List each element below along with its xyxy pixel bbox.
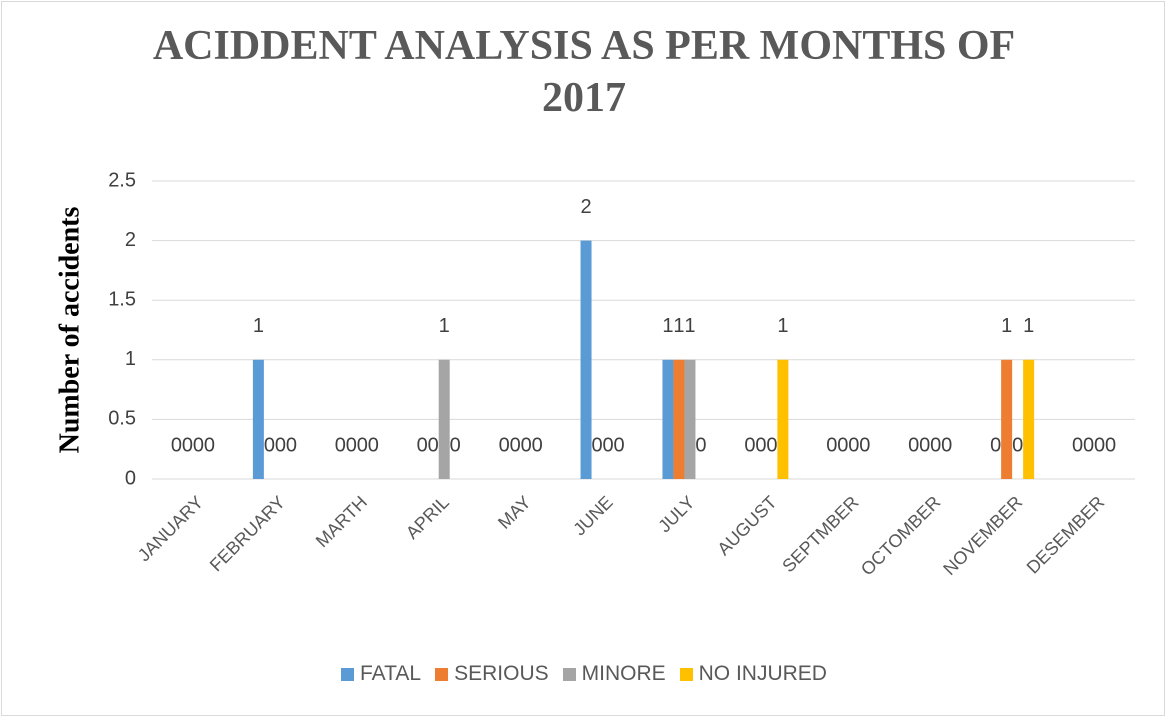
data-label: 0 [275, 434, 286, 456]
data-label: 1 [662, 315, 673, 337]
x-tick-label: JANUARY [134, 492, 207, 565]
bar [673, 359, 685, 479]
data-label: 2 [580, 196, 591, 218]
y-tick-label: 2.5 [108, 169, 136, 191]
data-label: 1 [439, 315, 450, 337]
data-label: 0 [1072, 434, 1083, 456]
data-label: 0 [428, 434, 439, 456]
bar [1023, 359, 1035, 479]
legend-swatch [341, 667, 355, 681]
legend-label: FATAL [360, 662, 422, 685]
data-label: 0 [695, 434, 706, 456]
y-tick-label: 2 [125, 229, 136, 251]
data-label: 0 [908, 434, 919, 456]
data-label: 0 [335, 434, 346, 456]
data-label: 0 [368, 434, 379, 456]
legend-swatch [435, 667, 449, 681]
bar [662, 359, 674, 479]
data-label: 0 [613, 434, 624, 456]
x-tick-label: MARTH [312, 492, 371, 551]
bar [777, 359, 789, 479]
data-label: 0 [510, 434, 521, 456]
bar [580, 240, 592, 479]
data-label: 0 [837, 434, 848, 456]
data-label: 0 [346, 434, 357, 456]
x-tick-label: JULY [654, 492, 698, 536]
data-label: 0 [919, 434, 930, 456]
data-label: 0 [826, 434, 837, 456]
y-tick-label: 0 [125, 467, 136, 489]
legend-swatch [562, 667, 576, 681]
x-tick-label: AUGUST [713, 492, 780, 559]
data-label: 0 [532, 434, 543, 456]
bar [438, 359, 450, 479]
x-tick-label: DESEMBER [1023, 492, 1109, 578]
data-label: 1 [777, 315, 788, 337]
y-tick-label: 0.5 [108, 408, 136, 430]
x-tick-label: APRIL [402, 492, 453, 543]
data-label: 0 [1094, 434, 1105, 456]
data-label: 0 [357, 434, 368, 456]
y-tick-label: 1.5 [108, 288, 136, 310]
data-label: 1 [1023, 315, 1034, 337]
data-label: 0 [204, 434, 215, 456]
data-label: 1 [673, 315, 684, 337]
legend-item: FATAL [341, 662, 421, 686]
x-tick-label: MAY [494, 492, 535, 533]
data-label: 0 [264, 434, 275, 456]
data-label: 0 [182, 434, 193, 456]
data-label: 0 [766, 434, 777, 456]
data-label: 1 [1001, 315, 1012, 337]
bar [252, 359, 264, 479]
data-label: 0 [941, 434, 952, 456]
data-label: 0 [1012, 434, 1023, 456]
data-label: 0 [602, 434, 613, 456]
y-tick-label: 1 [125, 348, 136, 370]
legend-label: NO INJURED [698, 662, 827, 685]
data-label: 0 [859, 434, 870, 456]
y-axis-label: Number of accidents [54, 207, 85, 454]
bar [1001, 359, 1013, 479]
data-label: 0 [450, 434, 461, 456]
data-label: 0 [990, 434, 1001, 456]
data-label: 0 [930, 434, 941, 456]
data-label: 0 [744, 434, 755, 456]
data-label: 0 [171, 434, 182, 456]
bar [684, 359, 696, 479]
x-tick-label: FEBRUARY [206, 492, 289, 575]
legend-item: NO INJURED [679, 662, 827, 686]
chart-title: ACIDDENT ANALYSIS AS PER MONTHS OF 2017 [152, 23, 1016, 121]
x-tick-label: OCTOMBER [857, 492, 944, 579]
x-tick-label: NOVEMBER [939, 492, 1026, 579]
data-label: 1 [684, 315, 695, 337]
data-label: 0 [755, 434, 766, 456]
data-label: 1 [253, 315, 264, 337]
data-label: 0 [1105, 434, 1116, 456]
legend-label: MINORE [581, 662, 666, 685]
x-tick-label: JUNE [569, 492, 616, 539]
data-label: 0 [521, 434, 532, 456]
data-label: 0 [591, 434, 602, 456]
data-label: 0 [417, 434, 428, 456]
legend-item: SERIOUS [435, 662, 549, 686]
legend-item: MINORE [562, 662, 666, 686]
data-label: 0 [499, 434, 510, 456]
legend-label: SERIOUS [454, 662, 549, 685]
data-label: 0 [1083, 434, 1094, 456]
data-label: 0 [193, 434, 204, 456]
data-label: 0 [286, 434, 297, 456]
legend-swatch [679, 667, 693, 681]
legend: FATAL SERIOUS MINORE NO INJURED [0, 662, 1168, 686]
data-label: 0 [848, 434, 859, 456]
x-tick-label: SEPTMBER [778, 492, 862, 576]
